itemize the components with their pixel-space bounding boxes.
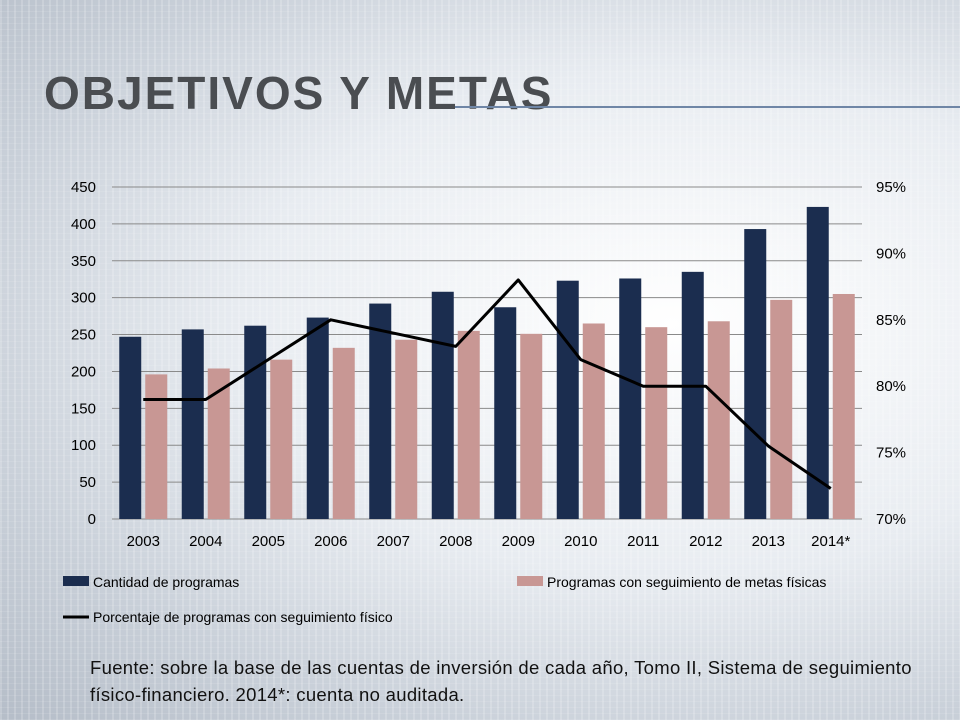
right-tick-label: 95% [876,179,906,196]
x-tick-label: 2006 [314,533,347,550]
x-tick-label: 2012 [689,533,722,550]
line-percentage [143,278,832,490]
left-tick-label: 350 [71,253,96,270]
left-tick-label: 300 [71,290,96,307]
gridlines [112,186,862,520]
left-tick-label: 400 [71,216,96,233]
x-tick-label: 2007 [377,533,410,550]
bar-programs [244,325,267,519]
bar-followup [707,321,730,519]
bar-followup [832,293,855,519]
right-axis: 70% 75% 80% 85% 90% 95% [876,179,906,528]
bar-programs [806,206,829,520]
bar-followup [332,347,355,519]
x-tick-label: 2004 [189,533,222,550]
x-tick-label: 2005 [252,533,285,550]
bar-programs [619,278,642,519]
x-tick-label: 2008 [439,533,472,550]
left-tick-label: 150 [71,400,96,417]
bar-followup [270,359,293,519]
x-tick-label: 2010 [564,533,597,550]
left-tick-label: 50 [79,474,96,491]
bar-followup [582,323,605,519]
bar-followup [770,299,793,519]
bar-programs [306,317,329,519]
right-tick-label: 85% [876,312,906,329]
legend-swatch-followup [517,576,543,586]
right-tick-label: 80% [876,378,906,395]
x-tick-label: 2011 [627,533,659,550]
x-tick-label: 2003 [127,533,160,550]
bar-programs [181,329,204,519]
bars [119,206,855,520]
x-tick-label: 2009 [502,533,535,550]
left-tick-label: 450 [71,179,96,196]
left-axis: 0 50 100 150 200 250 300 350 400 450 [71,179,96,528]
bar-followup [645,327,668,519]
bar-programs [119,336,142,519]
bar-programs [744,229,767,519]
left-tick-label: 200 [71,363,96,380]
source-note: Fuente: sobre la base de las cuentas de … [90,657,912,705]
x-tick-label: 2014* [811,533,850,550]
left-tick-label: 100 [71,437,96,454]
legend: Cantidad de programas Programas con segu… [63,574,826,625]
right-tick-label: 75% [876,445,906,462]
x-tick-label: 2013 [752,533,785,550]
left-tick-label: 0 [88,511,96,528]
bar-followup [207,368,230,519]
bar-followup [520,333,543,519]
right-tick-label: 70% [876,511,906,528]
bar-programs [556,280,579,519]
bar-followup [395,339,418,519]
legend-label-programs: Cantidad de programas [93,574,239,590]
bar-programs [431,291,454,519]
percentage-line [143,278,832,490]
bar-followup [145,374,168,519]
right-tick-label: 90% [876,245,906,262]
page-title: Objetivos y metas [44,67,554,119]
bar-programs [494,307,517,519]
legend-label-followup: Programas con seguimiento de metas físic… [547,574,826,590]
title-underline [455,106,960,108]
x-axis: 2003 2004 2005 2006 2007 2008 2009 2010 2011 2012… [127,533,851,550]
legend-swatch-programs [63,576,89,586]
bar-followup [457,330,480,519]
left-tick-label: 250 [71,327,96,344]
bar-programs [369,303,392,519]
bar-programs [681,271,704,519]
legend-label-line: Porcentaje de programas con seguimiento … [93,609,393,625]
